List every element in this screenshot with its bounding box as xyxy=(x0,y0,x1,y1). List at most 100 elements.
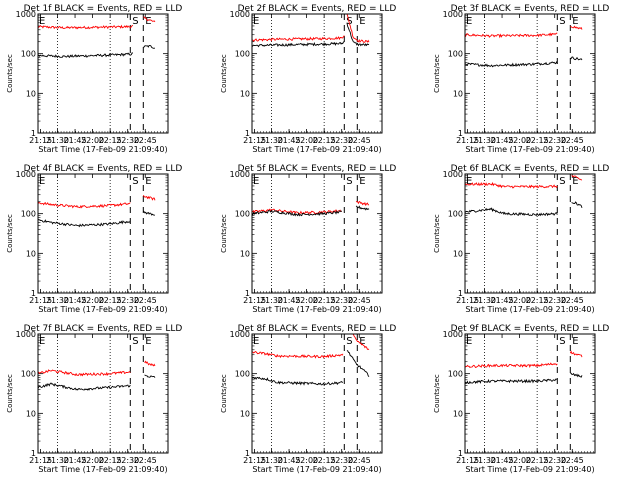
panel-frame xyxy=(251,173,383,294)
y-tick-label: 100 xyxy=(448,50,463,59)
x-tick-label: 22:15 xyxy=(526,136,549,145)
x-tick-label: 22:15 xyxy=(99,296,122,305)
panel-frame xyxy=(251,333,383,454)
events-series-line-after xyxy=(142,210,156,216)
y-axis-label: Counts/sec xyxy=(220,214,228,253)
x-tick-label: 21:45 xyxy=(64,456,87,465)
x-axis-label: Start Time (17-Feb-09 21:09:40) xyxy=(252,305,381,314)
x-tick-label: 22:45 xyxy=(348,136,371,145)
y-tick-label: 100 xyxy=(235,370,250,379)
panel-6: Det 6f BLACK = Events, RED = LLD Counts/s… xyxy=(433,164,609,314)
x-tick-label: 22:15 xyxy=(99,456,122,465)
panel-title: Det 2f BLACK = Events, RED = LLD xyxy=(238,4,397,14)
s-marker-label: S xyxy=(132,336,138,347)
lld-series-line-after xyxy=(144,360,156,367)
panel-title: Det 8f BLACK = Events, RED = LLD xyxy=(238,324,397,334)
y-tick-label: 1000 xyxy=(16,170,36,179)
x-tick-label: 22:00 xyxy=(81,136,104,145)
y-tick-label: 1000 xyxy=(443,10,463,19)
lld-series-line-after xyxy=(571,175,583,181)
y-tick-label: 1 xyxy=(31,289,36,298)
y-tick-label: 100 xyxy=(21,50,36,59)
x-axis-label: Start Time (17-Feb-09 21:09:40) xyxy=(252,145,381,154)
events-series-line xyxy=(252,209,342,217)
events-series-line xyxy=(465,61,558,68)
panel-9: Det 9f BLACK = Events, RED = LLD Counts/s… xyxy=(433,324,609,474)
x-tick-label: 21:45 xyxy=(64,136,87,145)
panel-frame xyxy=(37,173,169,294)
e-marker-label-left: E xyxy=(39,16,45,27)
y-tick-label: 10 xyxy=(453,249,463,258)
events-series-line-after xyxy=(143,44,155,49)
x-tick-label: 21:45 xyxy=(491,456,514,465)
s-marker-label: S xyxy=(559,16,565,27)
x-tick-label: 22:30 xyxy=(543,136,566,145)
x-axis-label: Start Time (17-Feb-09 21:09:40) xyxy=(38,305,167,314)
x-tick-label: 21:15 xyxy=(29,296,52,305)
y-axis-label: Counts/sec xyxy=(433,374,441,413)
y-tick-label: 100 xyxy=(21,210,36,219)
x-tick-label: 22:15 xyxy=(313,296,336,305)
x-axis-label: Start Time (17-Feb-09 21:09:40) xyxy=(38,145,167,154)
s-marker-label: S xyxy=(132,16,138,27)
panel-1: Det 1f BLACK = Events, RED = LLD Counts/s… xyxy=(6,4,182,154)
s-marker-label: S xyxy=(346,176,352,187)
y-axis-label: Counts/sec xyxy=(6,54,14,93)
x-axis-label: Start Time (17-Feb-09 21:09:40) xyxy=(465,465,594,474)
x-tick-label: 21:45 xyxy=(278,456,301,465)
y-tick-label: 1 xyxy=(31,449,36,458)
y-tick-label: 1000 xyxy=(230,170,250,179)
panel-title: Det 1f BLACK = Events, RED = LLD xyxy=(24,4,183,14)
e-marker-label: E xyxy=(145,16,151,27)
events-series-line-after xyxy=(355,205,370,211)
panel-5: Det 5f BLACK = Events, RED = LLD Counts/s… xyxy=(220,164,396,314)
y-tick-label: 1 xyxy=(245,289,250,298)
x-tick-label: 22:45 xyxy=(134,136,157,145)
panel-7: Det 7f BLACK = Events, RED = LLD Counts/s… xyxy=(6,324,182,474)
events-series-line-after xyxy=(346,350,370,377)
y-tick-label: 100 xyxy=(448,370,463,379)
x-tick-label: 22:30 xyxy=(543,456,566,465)
y-tick-label: 1 xyxy=(245,129,250,138)
panel-frame xyxy=(464,13,596,134)
x-tick-label: 22:45 xyxy=(134,296,157,305)
panel-frame xyxy=(464,333,596,454)
x-tick-label: 21:45 xyxy=(491,136,514,145)
y-axis-label: Counts/sec xyxy=(220,54,228,93)
y-axis-label: Counts/sec xyxy=(6,214,14,253)
x-tick-label: 21:30 xyxy=(46,136,69,145)
y-tick-label: 10 xyxy=(26,249,36,258)
lld-series-line xyxy=(252,350,344,359)
x-tick-label: 22:00 xyxy=(508,456,531,465)
e-marker-label-left: E xyxy=(253,176,259,187)
x-tick-label: 21:15 xyxy=(29,456,52,465)
x-tick-label: 21:45 xyxy=(491,296,514,305)
e-marker-label-left: E xyxy=(39,336,45,347)
e-marker-label: E xyxy=(572,176,578,187)
x-tick-label: 22:00 xyxy=(508,136,531,145)
x-tick-label: 22:45 xyxy=(348,456,371,465)
events-series-line-after xyxy=(570,56,583,61)
events-series-line xyxy=(38,219,131,228)
x-tick-label: 21:30 xyxy=(473,136,496,145)
events-series-line xyxy=(38,52,133,59)
events-series-line-after xyxy=(346,22,370,47)
y-tick-label: 10 xyxy=(26,89,36,98)
y-tick-label: 10 xyxy=(240,249,250,258)
x-tick-label: 21:45 xyxy=(278,136,301,145)
x-tick-label: 21:30 xyxy=(260,456,283,465)
x-tick-label: 22:15 xyxy=(526,296,549,305)
e-marker-label: E xyxy=(359,16,365,27)
x-tick-label: 22:00 xyxy=(295,136,318,145)
y-tick-label: 1000 xyxy=(443,170,463,179)
x-tick-label: 22:00 xyxy=(81,296,104,305)
x-tick-label: 22:30 xyxy=(116,136,139,145)
x-tick-label: 22:15 xyxy=(313,136,336,145)
x-tick-label: 21:15 xyxy=(456,296,479,305)
y-tick-label: 100 xyxy=(235,50,250,59)
lld-series-line xyxy=(252,35,345,42)
x-tick-label: 21:30 xyxy=(46,456,69,465)
events-series-line-after xyxy=(570,372,583,378)
x-axis-label: Start Time (17-Feb-09 21:09:40) xyxy=(465,305,594,314)
panel-frame xyxy=(251,13,383,134)
